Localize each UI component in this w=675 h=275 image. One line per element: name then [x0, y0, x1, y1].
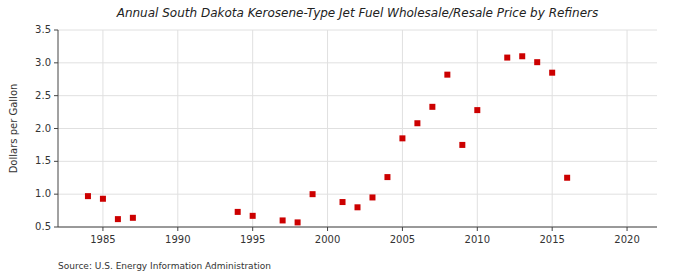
- point: [250, 213, 256, 219]
- x-tick: [552, 227, 553, 231]
- x-grid-line: [327, 30, 328, 227]
- y-grid-line: [58, 62, 657, 63]
- y-grid-line: [58, 161, 657, 162]
- y-tick-label: 2.5: [35, 90, 51, 101]
- x-tick: [252, 227, 253, 231]
- x-grid-line: [552, 30, 553, 227]
- x-tick-label: 1985: [90, 234, 115, 245]
- x-grid-line: [402, 30, 403, 227]
- grid: [58, 30, 657, 227]
- title: Annual South Dakota Kerosene-Type Jet Fu…: [116, 6, 599, 20]
- point: [340, 199, 346, 205]
- point: [534, 59, 540, 65]
- y-tick: [54, 30, 58, 31]
- y-tick-label: 1.0: [35, 188, 51, 199]
- point: [414, 120, 420, 126]
- point: [280, 217, 286, 223]
- y-grid-line: [58, 128, 657, 129]
- y-tick-label: 3.5: [35, 24, 51, 35]
- source-note: Source: U.S. Energy Information Administ…: [58, 261, 271, 271]
- x-tick: [477, 227, 478, 231]
- point: [235, 209, 241, 215]
- x-grid-line: [252, 30, 253, 227]
- x-grid-line: [477, 30, 478, 227]
- y-grid-line: [58, 30, 657, 31]
- y-tick: [54, 95, 58, 96]
- y-tick: [54, 227, 58, 228]
- x-tick: [177, 227, 178, 231]
- chart-container: 0.5 1.0 1.5 2.0 2.5 3.0 3.5 1985 1990 1995 2000 200…: [0, 0, 675, 275]
- point: [369, 194, 375, 200]
- x-tick: [102, 227, 103, 231]
- y-tick: [54, 161, 58, 162]
- x-tick-label: 2010: [465, 234, 490, 245]
- y-tick-label: 3.0: [35, 57, 51, 68]
- axes: 0.5 1.0 1.5 2.0 2.5 3.0 3.5 1985 1990 1995 2000 200…: [35, 24, 657, 245]
- point: [384, 174, 390, 180]
- point: [399, 135, 405, 141]
- point: [355, 204, 361, 210]
- x-tick: [327, 227, 328, 231]
- y-tick-label: 0.5: [35, 221, 51, 232]
- point: [564, 175, 570, 181]
- point: [100, 196, 106, 202]
- point: [295, 219, 301, 225]
- x-tick: [627, 227, 628, 231]
- points: [85, 53, 570, 225]
- y-tick: [54, 194, 58, 195]
- x-tick-label: 2015: [539, 234, 564, 245]
- point: [85, 193, 91, 199]
- point: [549, 70, 555, 76]
- x-tick: [402, 227, 403, 231]
- point: [310, 191, 316, 197]
- y-grid-line: [58, 194, 657, 195]
- point: [519, 53, 525, 59]
- x-grid-line: [627, 30, 628, 227]
- point: [474, 107, 480, 113]
- y-tick-label: 1.5: [35, 155, 51, 166]
- y-tick: [54, 62, 58, 63]
- point: [115, 216, 121, 222]
- point: [459, 142, 465, 148]
- y-grid-line: [58, 95, 657, 96]
- x-tick-label: 2005: [390, 234, 415, 245]
- point: [504, 55, 510, 61]
- y-axis-label: Dollars per Gallon: [8, 84, 19, 174]
- point: [429, 104, 435, 110]
- y-axis-line: [58, 30, 59, 227]
- y-tick-label: 2.0: [35, 123, 51, 134]
- x-tick-label: 1995: [240, 234, 265, 245]
- x-tick-label: 2020: [614, 234, 639, 245]
- x-axis-line: [58, 227, 657, 228]
- y-tick: [54, 128, 58, 129]
- x-tick-label: 2000: [315, 234, 340, 245]
- y-grid-line: [58, 227, 657, 228]
- chart-svg: 0.5 1.0 1.5 2.0 2.5 3.0 3.5 1985 1990 1995 2000 200…: [0, 0, 675, 275]
- point: [444, 72, 450, 78]
- x-tick-label: 1990: [165, 234, 190, 245]
- x-grid-line: [177, 30, 178, 227]
- point: [130, 215, 136, 221]
